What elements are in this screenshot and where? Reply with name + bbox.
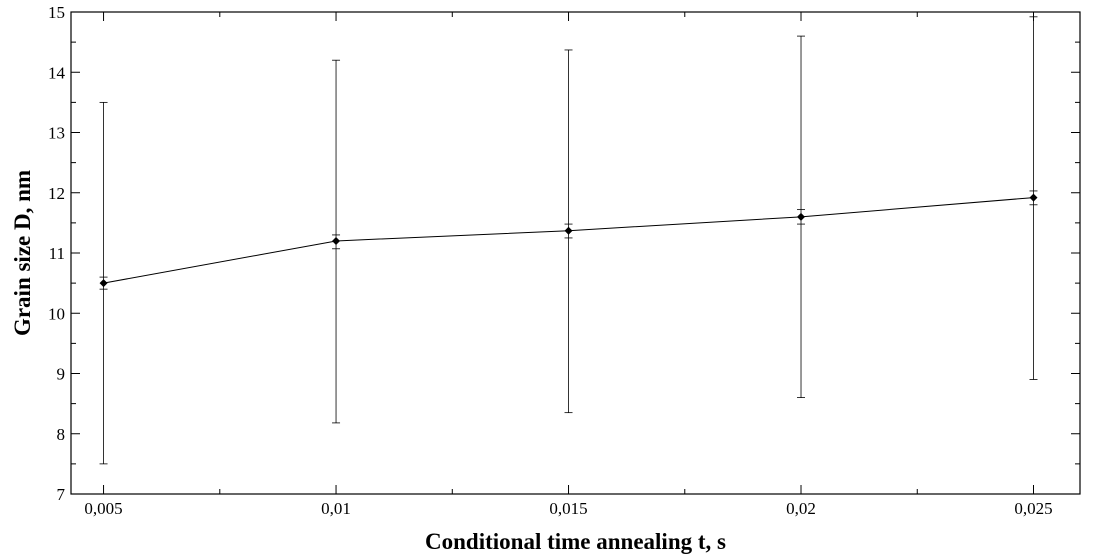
- y-tick-label: 11: [49, 244, 65, 263]
- data-point: [332, 236, 341, 245]
- y-tick-label: 12: [48, 184, 65, 203]
- y-axis: 7 8 9 10 11 12 13 14 15: [48, 3, 1080, 504]
- x-tick-label: 0,01: [321, 499, 351, 518]
- x-axis-title: Conditional time annealing t, s: [425, 529, 726, 554]
- data-point: [564, 226, 573, 235]
- x-axis: 0,005 0,01 0,015 0,02 0,025: [84, 12, 1053, 518]
- data-point: [99, 279, 108, 288]
- y-tick-label: 13: [48, 124, 65, 143]
- x-tick-label: 0,005: [84, 499, 122, 518]
- x-tick-label: 0,02: [786, 499, 816, 518]
- y-tick-label: 9: [57, 365, 66, 384]
- plot-border: [70, 11, 1081, 495]
- y-tick-label: 8: [57, 425, 66, 444]
- y-tick-label: 7: [57, 485, 66, 504]
- y-axis-title: Grain size D, nm: [10, 170, 35, 336]
- x-tick-label: 0,025: [1014, 499, 1052, 518]
- plot-frame: [70, 11, 1081, 495]
- x-tick-label: 0,015: [549, 499, 587, 518]
- plot-area: [99, 16, 1038, 465]
- data-point: [1029, 193, 1038, 202]
- y-tick-label: 15: [48, 3, 65, 22]
- y-tick-label: 10: [48, 304, 65, 323]
- data-point: [797, 212, 806, 221]
- y-tick-label: 14: [48, 63, 66, 82]
